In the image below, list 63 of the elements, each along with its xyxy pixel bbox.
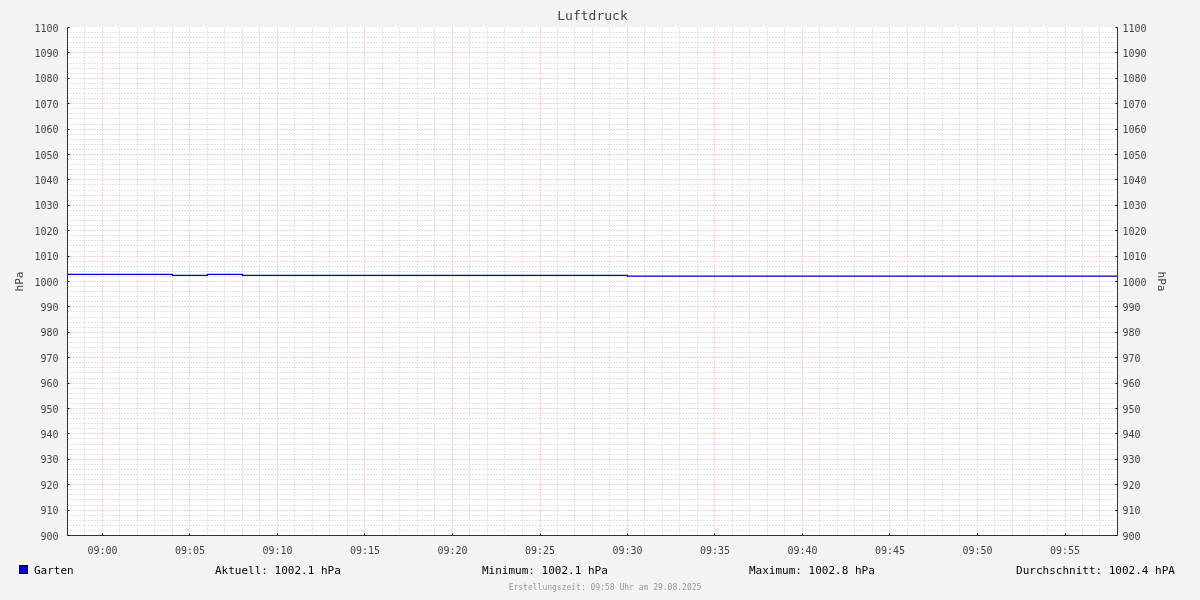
y-tick-label: 1090 <box>34 47 59 59</box>
x-tick-label: 09:35 <box>699 544 730 556</box>
y-tick-label: 1060 <box>34 124 59 136</box>
y-tick-label: 1020 <box>34 225 59 237</box>
y-tick-label: 950 <box>40 403 59 415</box>
x-tick-label: 09:15 <box>349 544 381 556</box>
x-tick-label: 09:30 <box>612 544 643 556</box>
y-tick-label: 930 <box>40 454 59 466</box>
x-tick-label: 09:45 <box>874 544 906 556</box>
text: Erstellungszeit: 09:58 Uhr am 29.08.2025 <box>507 581 703 594</box>
y2-tick-label: 930 <box>1122 454 1141 466</box>
y2-tick-label: 1000 <box>1122 276 1147 288</box>
y2-tick-label: 1060 <box>1122 124 1147 136</box>
y2-tick-label: 980 <box>1122 327 1141 339</box>
text: Maximum: 1002.8 hPa <box>749 563 875 579</box>
y-tick-label: 1010 <box>34 251 59 263</box>
y2-tick-label: 1040 <box>1122 174 1147 186</box>
y2-tick-label: 900 <box>1122 530 1141 542</box>
y-tick-label: 990 <box>40 301 59 313</box>
legend-label: Garten <box>33 563 74 579</box>
y2-tick-label: 910 <box>1122 505 1141 517</box>
y-axis-title: hPa <box>13 271 27 292</box>
x-tick-label: 09:50 <box>962 544 993 556</box>
y2-tick-label: 1080 <box>1122 73 1147 85</box>
y-tick-label: 1040 <box>34 174 59 186</box>
x-tick-label: 09:40 <box>787 544 818 556</box>
y-tick-label: 940 <box>40 428 59 440</box>
x-tick-label: 09:20 <box>437 544 468 556</box>
y-tick-label: 960 <box>40 378 59 390</box>
y-tick-label: 900 <box>40 530 59 542</box>
y-tick-label: 980 <box>40 327 59 339</box>
y-tick-label: 970 <box>40 352 59 364</box>
y-tick-label: 910 <box>40 505 59 517</box>
y-tick-label: 1000 <box>34 276 59 288</box>
y2-tick-label: 1090 <box>1122 47 1147 59</box>
y2-axis-title: hPa <box>1154 271 1168 292</box>
x-tick-label: 09:10 <box>262 544 293 556</box>
y2-tick-label: 990 <box>1122 301 1141 313</box>
y2-tick-label: 950 <box>1122 403 1141 415</box>
y-tick-label: 1050 <box>34 149 59 161</box>
y2-tick-label: 1030 <box>1122 200 1147 212</box>
x-tick-label: 09:00 <box>87 544 118 556</box>
x-tick-label: 09:05 <box>174 544 205 556</box>
x-tick-label: 09:55 <box>1049 544 1081 556</box>
text: Durchschnitt: 1002.4 hPA <box>1016 563 1175 579</box>
chart-title: Luftdruck <box>557 7 628 23</box>
y-tick-label: 1070 <box>34 98 59 110</box>
y2-tick-label: 1100 <box>1122 22 1147 34</box>
y2-tick-label: 940 <box>1122 428 1141 440</box>
y-tick-label: 1100 <box>34 22 59 34</box>
y2-tick-label: 1070 <box>1122 98 1147 110</box>
y2-tick-label: 1010 <box>1122 251 1147 263</box>
text: Minimum: 1002.1 hPa <box>481 563 608 579</box>
y-tick-label: 920 <box>40 479 59 491</box>
y-tick-label: 1030 <box>34 200 59 212</box>
y-tick-label: 1080 <box>34 73 59 85</box>
y2-tick-label: 1020 <box>1122 225 1147 237</box>
y2-tick-label: 960 <box>1122 378 1141 390</box>
y2-tick-label: 970 <box>1122 352 1141 364</box>
text: Aktuell: 1002.1 hPa <box>214 563 341 579</box>
y2-tick-label: 1050 <box>1122 149 1147 161</box>
x-tick-label: 09:25 <box>524 544 556 556</box>
y2-tick-label: 920 <box>1122 479 1141 491</box>
